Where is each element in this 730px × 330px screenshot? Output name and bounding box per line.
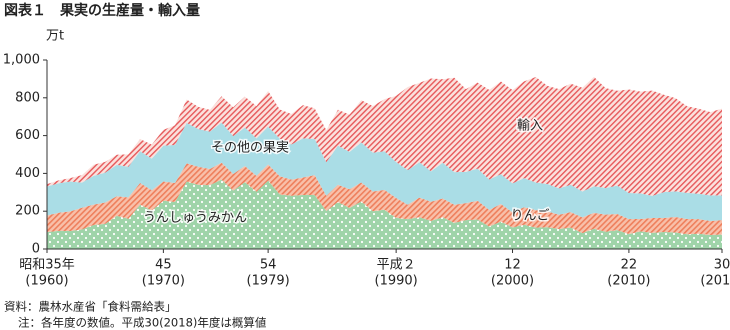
x-tick-label: 45 bbox=[155, 258, 172, 273]
x-tick-label: 昭和35年 bbox=[19, 258, 75, 273]
x-tick-sublabel: (2000) bbox=[491, 274, 534, 289]
area bbox=[47, 76, 722, 196]
x-tick-sublabel: (1960) bbox=[25, 274, 68, 289]
x-tick-sublabel: (2018) bbox=[700, 274, 730, 289]
x-tick-label: 54 bbox=[260, 258, 277, 273]
y-tick-label: 200 bbox=[15, 204, 40, 219]
x-tick-sublabel: (1990) bbox=[375, 274, 418, 289]
series-label: 輸入 bbox=[517, 119, 543, 134]
source: 資料：農林水産省「食料需給表」 bbox=[4, 300, 177, 314]
x-tick-sublabel: (1970) bbox=[142, 274, 185, 289]
x-tick-sublabel: (2010) bbox=[607, 274, 650, 289]
y-tick-label: 1,000 bbox=[3, 53, 40, 68]
x-tick-sublabel: (1979) bbox=[247, 274, 290, 289]
chart-title: 図表１ 果実の生産量・輸入量 bbox=[4, 2, 200, 19]
x-tick-label: 22 bbox=[621, 258, 638, 273]
area bbox=[47, 122, 722, 222]
x-tick-label: 平成２ bbox=[377, 258, 416, 273]
y-tick-label: 0 bbox=[32, 242, 40, 257]
y-tick-label: 600 bbox=[15, 128, 40, 143]
x-tick-label: 30 bbox=[714, 258, 730, 273]
series-label: りんご bbox=[510, 208, 549, 224]
y-tick-label: 400 bbox=[15, 166, 40, 181]
x-tick-label: 12 bbox=[504, 258, 521, 273]
series-label: その他の果実 bbox=[211, 140, 289, 156]
area bbox=[47, 162, 722, 236]
note: 注：各年度の数値。平成30(2018)年度は概算値 bbox=[18, 316, 267, 330]
area bbox=[47, 179, 722, 249]
series-label: うんしゅうみかん bbox=[143, 211, 247, 226]
y-tick-label: 800 bbox=[15, 90, 40, 105]
y-unit: 万t bbox=[46, 29, 64, 44]
